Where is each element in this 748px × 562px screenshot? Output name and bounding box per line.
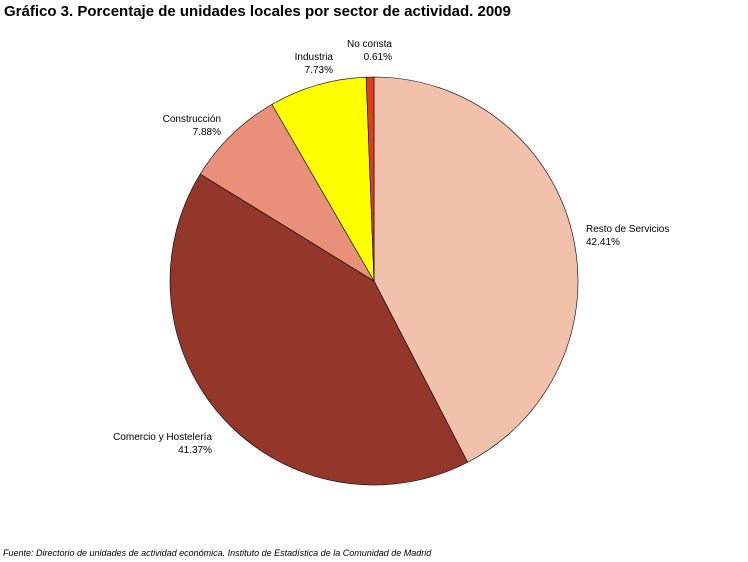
pie-slice-resto-de-servicios xyxy=(373,76,579,463)
pie-labels: Resto de Servicios 42.41% Comercio y Hoste… xyxy=(113,39,669,456)
pie-slice-industria xyxy=(271,76,375,282)
pie-slices xyxy=(169,76,579,486)
slice-value-resto-de-servicios: 42.41% xyxy=(586,237,620,248)
slice-value-no-consta: 0.61% xyxy=(364,52,392,63)
slice-label-no-consta: No consta xyxy=(347,39,392,50)
slice-label-comercio-y-hosteleria: Comercio y Hostelería xyxy=(113,432,212,443)
slice-value-comercio-y-hosteleria: 41.37% xyxy=(178,445,212,456)
pie-slice-construccion xyxy=(199,103,375,282)
source-note: Fuente: Directorio de unidades de activi… xyxy=(3,548,432,558)
slice-label-construccion: Construcción xyxy=(163,114,221,125)
slice-label-resto-de-servicios: Resto de Servicios xyxy=(586,224,669,235)
slice-label-industria: Industria xyxy=(295,52,334,63)
chart-title: Gráfico 3. Porcentaje de unidades locale… xyxy=(4,3,511,20)
pie-slice-no-consta xyxy=(365,76,375,282)
slice-value-industria: 7.73% xyxy=(305,65,333,76)
slice-value-construccion: 7.88% xyxy=(193,127,221,138)
pie-slice-comercio-y-hosteleria xyxy=(169,173,469,486)
